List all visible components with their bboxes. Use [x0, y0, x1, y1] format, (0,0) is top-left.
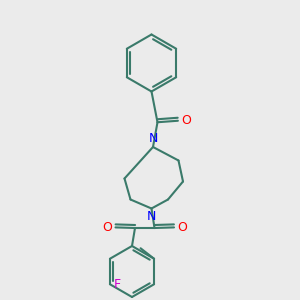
Text: O: O — [102, 221, 112, 234]
Text: N: N — [147, 210, 156, 223]
Text: O: O — [182, 114, 191, 127]
Text: N: N — [149, 133, 158, 146]
Text: F: F — [113, 278, 121, 291]
Text: O: O — [178, 221, 188, 234]
